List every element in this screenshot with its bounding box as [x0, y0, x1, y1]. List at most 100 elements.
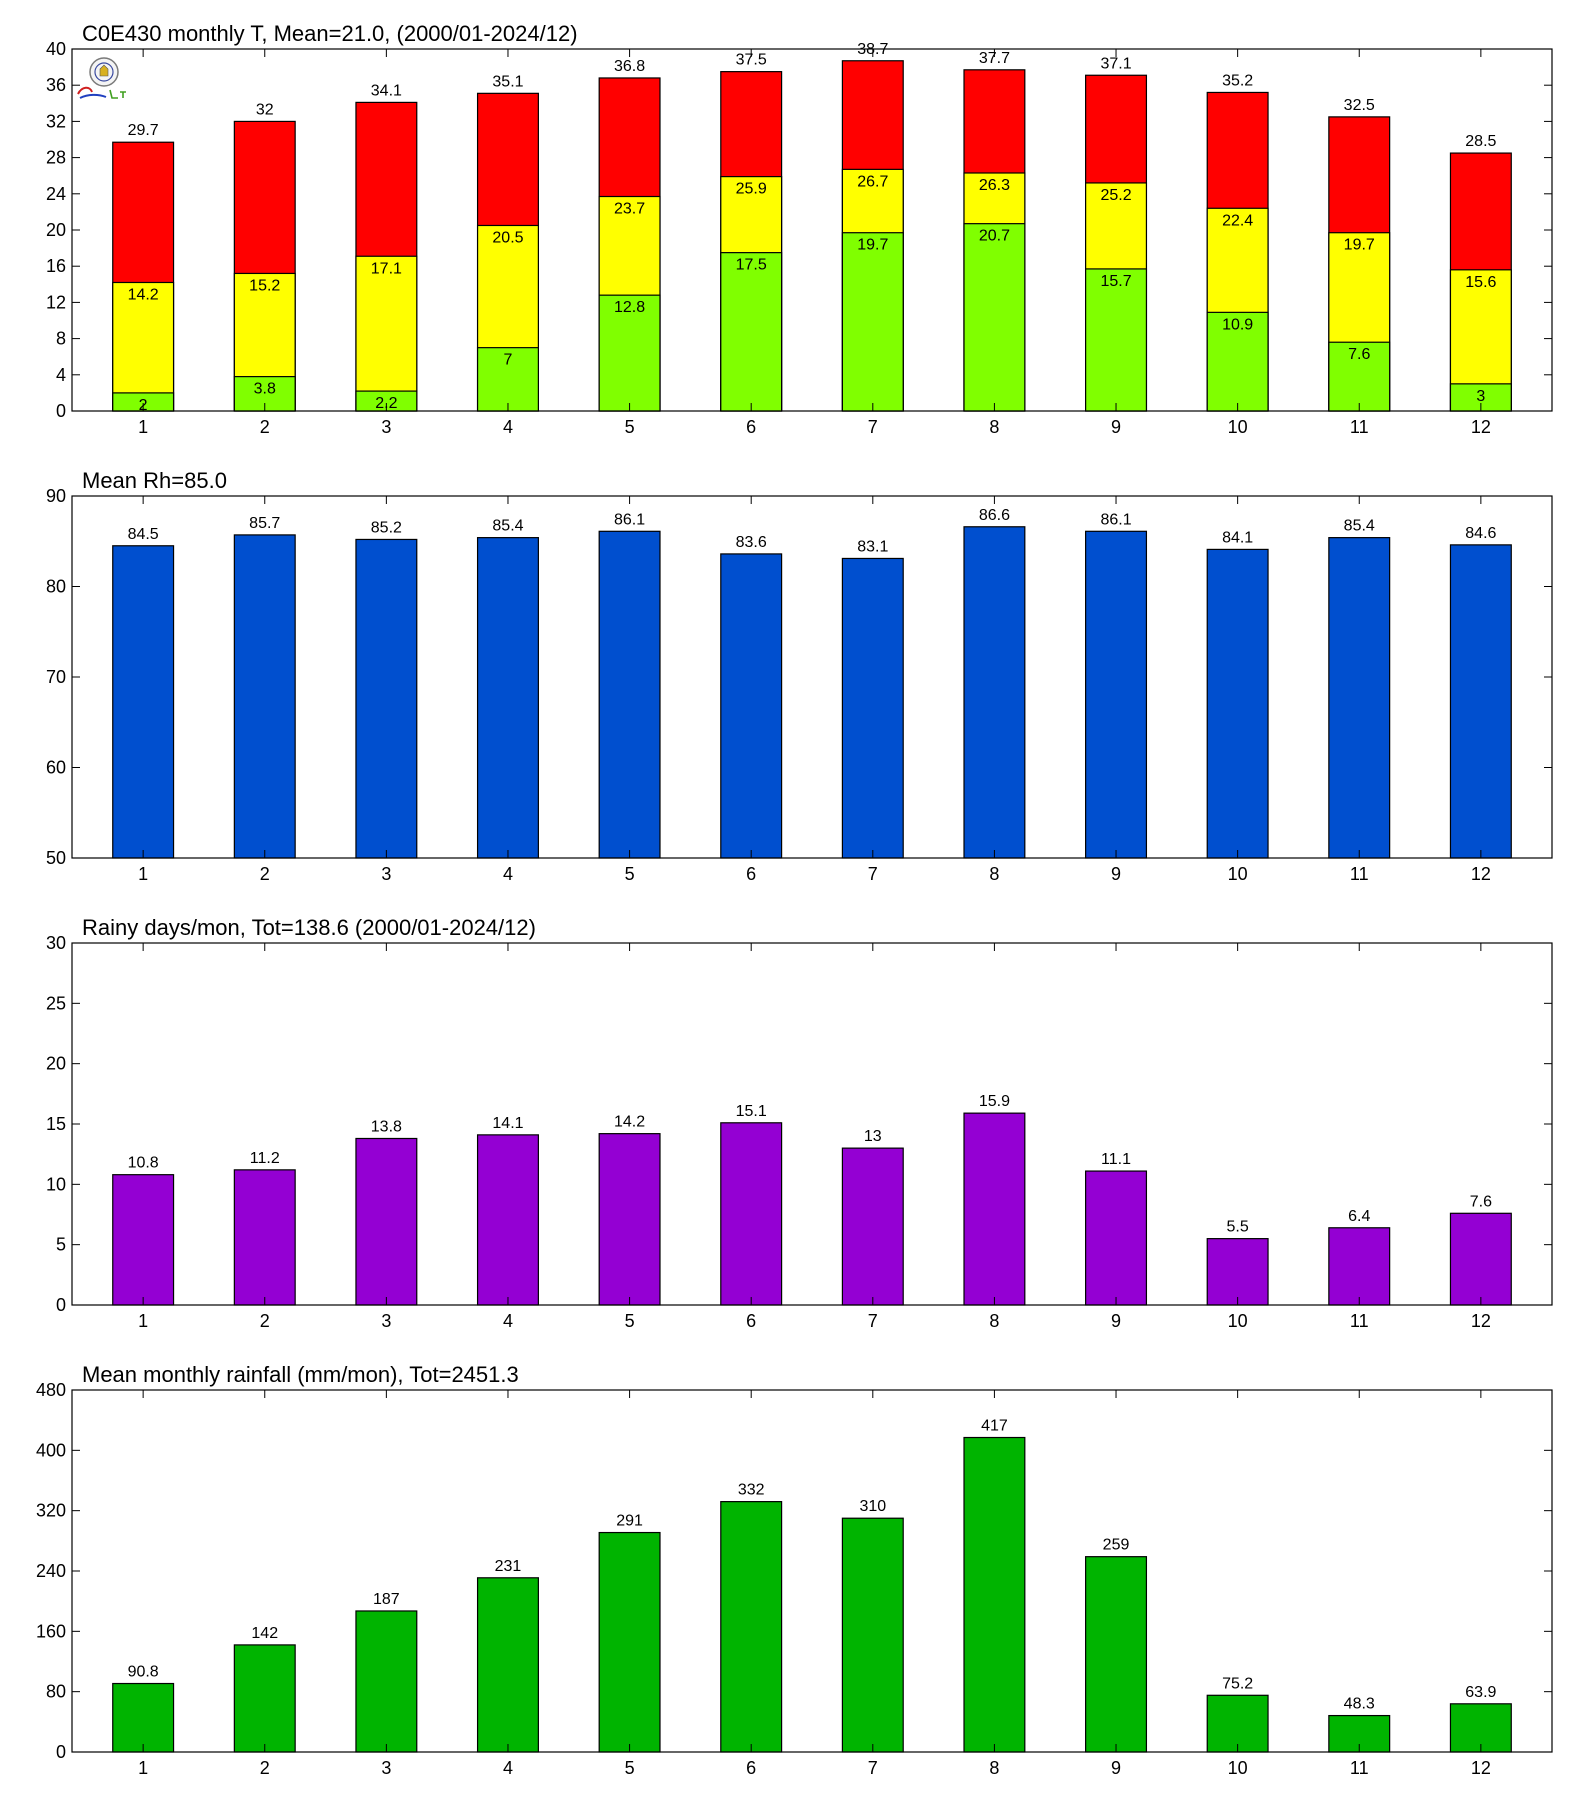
humidity-xtick-label-4: 4 [503, 864, 513, 884]
rainy-days-ytick-label: 15 [46, 1114, 66, 1134]
rainfall-bar-value-1 [112, 1682, 175, 1753]
rainy-days-ytick-label: 0 [56, 1295, 66, 1315]
temperature-label-min-5: 12.8 [614, 299, 645, 316]
temperature-label-min-2: 3.8 [254, 381, 276, 398]
temperature-label-min-4: 7 [504, 352, 513, 369]
rainy-days-label-value-1: 10.8 [128, 1155, 159, 1172]
humidity-label-value-9: 86.1 [1100, 511, 1131, 528]
temperature-label-max-2: 32 [256, 101, 274, 118]
rainy-days-ytick-label: 20 [46, 1054, 66, 1074]
rainy-days-xtick-label-8: 8 [989, 1311, 999, 1331]
rainfall-bar-value-3 [355, 1610, 418, 1753]
temperature-ytick-label: 4 [56, 365, 66, 385]
humidity-chart-title: Mean Rh=85.0 [82, 468, 227, 493]
rainy-days-xtick-label-4: 4 [503, 1311, 513, 1331]
temperature-label-max-1: 29.7 [128, 122, 159, 139]
humidity-xtick-label-3: 3 [381, 864, 391, 884]
temperature-xtick-label-8: 8 [989, 417, 999, 437]
temperature-ytick-label: 32 [46, 111, 66, 131]
humidity-ytick-label: 60 [46, 758, 66, 778]
rainy-days-label-value-8: 15.9 [979, 1093, 1010, 1110]
rainy-days-label-value-10: 5.5 [1227, 1219, 1249, 1236]
temperature-label-mean-5: 23.7 [614, 201, 645, 218]
rainy-days-bar-value-3 [355, 1137, 418, 1306]
rainfall-ytick-label: 80 [46, 1682, 66, 1702]
rainy-days-xtick-label-10: 10 [1228, 1311, 1248, 1331]
temperature-label-mean-2: 15.2 [249, 277, 280, 294]
temperature-label-min-6: 17.5 [736, 257, 767, 274]
rainfall-xtick-label-11: 11 [1350, 1758, 1369, 1778]
temperature-ytick-label: 16 [46, 256, 66, 276]
rainfall-bar-value-4 [476, 1577, 539, 1753]
rainy-days-bar-value-5 [598, 1133, 661, 1306]
temperature-label-mean-10: 22.4 [1222, 212, 1253, 229]
temperature-label-mean-4: 20.5 [492, 229, 523, 246]
rainfall-chart: Mean monthly rainfall (mm/mon), Tot=2451… [36, 1362, 1553, 1778]
temperature-label-mean-8: 26.3 [979, 177, 1010, 194]
humidity-label-value-11: 85.4 [1344, 518, 1375, 535]
rainy-days-bar-value-10 [1206, 1238, 1269, 1306]
humidity-bar-value-2 [233, 534, 296, 859]
humidity-xtick-label-9: 9 [1111, 864, 1121, 884]
rainy-days-ytick-label: 5 [56, 1235, 66, 1255]
rainfall-label-value-4: 231 [495, 1558, 522, 1575]
humidity-bar-value-6 [720, 553, 783, 859]
humidity-label-value-7: 83.1 [857, 538, 888, 555]
temperature-xtick-label-11: 11 [1350, 417, 1369, 437]
humidity-bar-value-9 [1085, 530, 1148, 859]
rainfall-bar-value-5 [598, 1531, 661, 1753]
rainy-days-label-value-5: 14.2 [614, 1114, 645, 1131]
rainfall-bar-value-9 [1085, 1556, 1148, 1753]
rainy-days-label-value-11: 6.4 [1348, 1208, 1370, 1225]
temperature-label-max-6: 37.5 [736, 52, 767, 69]
temperature-label-min-11: 7.6 [1348, 346, 1370, 363]
rainfall-label-value-1: 90.8 [128, 1664, 159, 1681]
rainy-days-bar-value-1 [112, 1174, 175, 1306]
rainy-days-xtick-label-11: 11 [1350, 1311, 1369, 1331]
rainfall-xtick-label-2: 2 [260, 1758, 270, 1778]
humidity-bar-value-3 [355, 538, 418, 859]
humidity-xtick-label-7: 7 [868, 864, 878, 884]
temperature-label-max-8: 37.7 [979, 50, 1010, 67]
rainy-days-label-value-9: 11.1 [1101, 1151, 1131, 1168]
temperature-xtick-label-5: 5 [625, 417, 635, 437]
rainy-days-label-value-12: 7.6 [1470, 1193, 1492, 1210]
rainfall-label-value-6: 332 [738, 1482, 765, 1499]
temperature-xtick-label-10: 10 [1228, 417, 1248, 437]
rainfall-bar-value-7 [841, 1517, 904, 1753]
rainfall-xtick-label-10: 10 [1228, 1758, 1248, 1778]
temperature-label-max-3: 34.1 [371, 82, 402, 99]
temperature-bar-min-5 [598, 294, 661, 412]
rainy-days-xtick-label-7: 7 [868, 1311, 878, 1331]
humidity-label-value-3: 85.2 [371, 519, 402, 536]
humidity-bar-value-12 [1449, 544, 1512, 859]
temperature-label-mean-6: 25.9 [736, 181, 767, 198]
rainy-days-label-value-6: 15.1 [736, 1103, 767, 1120]
rainfall-label-value-2: 142 [251, 1625, 278, 1642]
rainfall-ytick-label: 240 [36, 1561, 66, 1581]
rainfall-label-value-5: 291 [616, 1513, 643, 1530]
humidity-bar-value-10 [1206, 548, 1269, 859]
rainfall-label-value-12: 63.9 [1465, 1684, 1496, 1701]
temperature-chart-title: C0E430 monthly T, Mean=21.0, (2000/01-20… [82, 21, 578, 46]
rainy-days-ytick-label: 30 [46, 933, 66, 953]
rainfall-label-value-8: 417 [981, 1418, 1008, 1435]
rainfall-bar-value-2 [233, 1644, 296, 1753]
rainy-days-xtick-label-12: 12 [1471, 1311, 1491, 1331]
rainy-days-bar-value-9 [1085, 1170, 1148, 1306]
rainfall-xtick-label-3: 3 [381, 1758, 391, 1778]
temperature-label-mean-7: 26.7 [857, 173, 888, 190]
humidity-label-value-5: 86.1 [614, 511, 645, 528]
rainy-days-xtick-label-9: 9 [1111, 1311, 1121, 1331]
rainy-days-bar-value-6 [720, 1122, 783, 1306]
rainfall-ytick-label: 160 [36, 1621, 66, 1641]
temperature-label-max-11: 32.5 [1344, 97, 1375, 114]
humidity-ytick-label: 50 [46, 848, 66, 868]
humidity-xtick-label-6: 6 [746, 864, 756, 884]
temperature-label-max-4: 35.1 [492, 73, 523, 90]
temperature-label-max-5: 36.8 [614, 58, 645, 75]
temperature-ytick-label: 24 [46, 184, 66, 204]
rainfall-chart-title: Mean monthly rainfall (mm/mon), Tot=2451… [82, 1362, 519, 1387]
rainy-days-xtick-label-6: 6 [746, 1311, 756, 1331]
humidity-ytick-label: 70 [46, 667, 66, 687]
